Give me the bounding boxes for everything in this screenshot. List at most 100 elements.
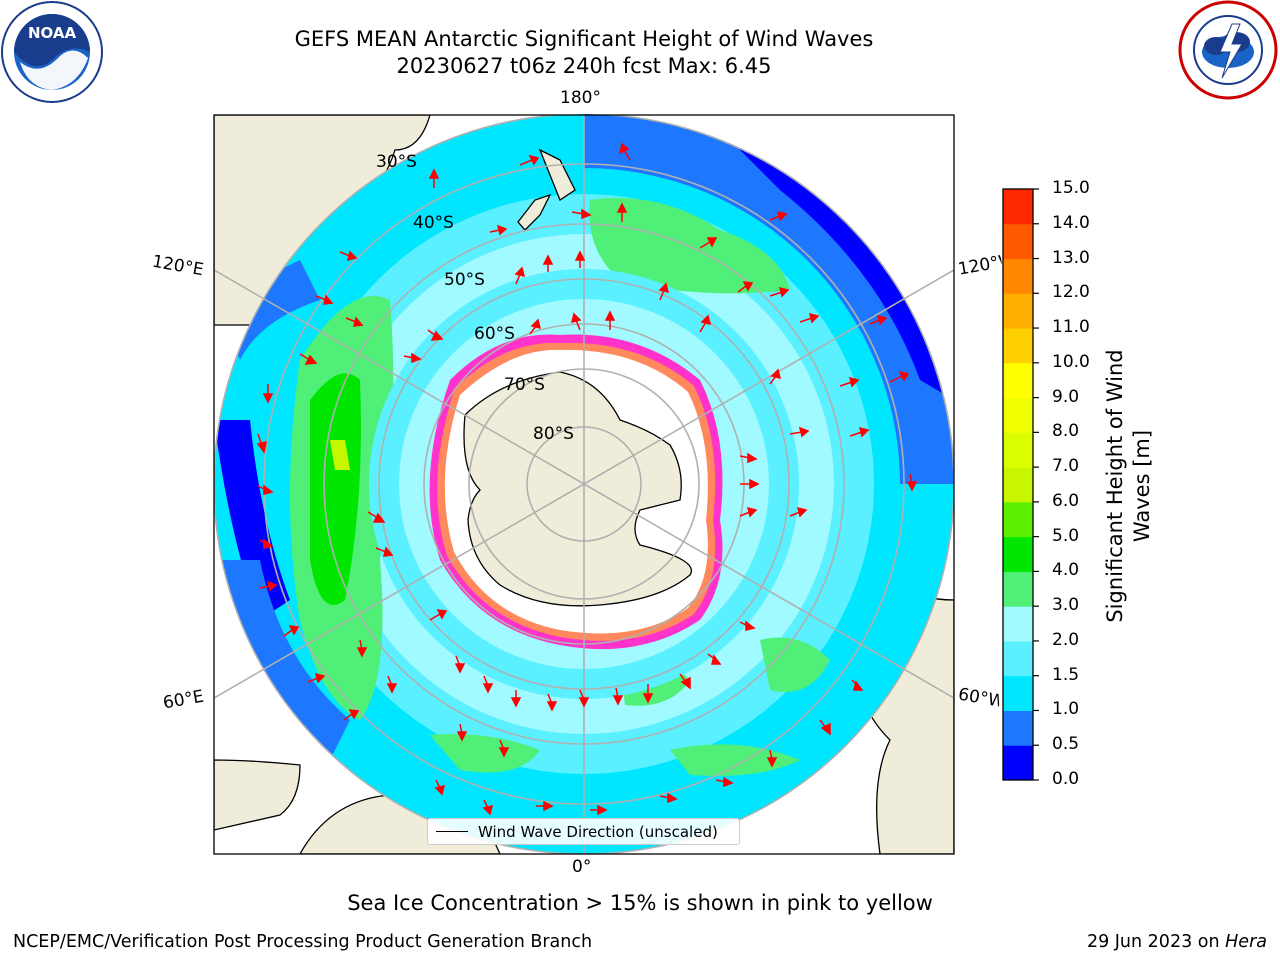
wave-arrow xyxy=(429,609,448,621)
wave-arrow xyxy=(519,154,540,166)
colorbar-tick-label: 9.0 xyxy=(1052,386,1080,407)
colorbar-tick-label: 6.0 xyxy=(1052,490,1080,511)
colorbar-segment xyxy=(1003,258,1033,294)
wave-arrow xyxy=(456,723,468,742)
colorbar-tick-label: 12.0 xyxy=(1052,282,1090,303)
colorbar-title: Significant Height of Wind Waves [m] xyxy=(1103,349,1154,623)
wave-arrow xyxy=(259,538,274,549)
wave-arrow xyxy=(574,250,586,268)
wave-arrow xyxy=(679,673,691,690)
colorbar-tick-label: 14.0 xyxy=(1052,212,1090,233)
lat-label-60s: 60°S xyxy=(474,324,515,344)
noaa-logo-text: NOAA xyxy=(28,24,77,42)
wave-arrow xyxy=(739,506,758,518)
colorbar-tick-label: 3.0 xyxy=(1052,595,1080,616)
colorbar-segment xyxy=(1003,675,1033,711)
colorbar-segment xyxy=(1003,536,1033,572)
colorbar-tick-label: 8.0 xyxy=(1052,421,1080,442)
wave-arrow xyxy=(740,478,760,490)
lat-label-30s: 30°S xyxy=(376,152,417,172)
wave-arrow xyxy=(514,266,526,285)
wave-arrow xyxy=(256,433,267,454)
wave-arrow xyxy=(571,208,592,220)
wave-arrow xyxy=(739,620,756,631)
wave-arrow xyxy=(375,546,394,557)
wave-arrow xyxy=(257,484,274,495)
wave-arrow xyxy=(851,679,864,691)
wave-arrow xyxy=(618,142,631,161)
wave-arrow xyxy=(307,672,326,684)
colorbar-segment xyxy=(1003,640,1033,677)
wave-arrow xyxy=(699,237,718,249)
wave-arrow xyxy=(570,312,582,331)
wave-arrow xyxy=(839,376,860,388)
wave-arrow xyxy=(739,452,758,464)
wave-arrow xyxy=(889,370,910,383)
wave-arrow xyxy=(737,281,754,293)
wave-arrow xyxy=(789,426,810,438)
footer-machine: Hera xyxy=(1225,932,1267,952)
wave-arrow xyxy=(386,675,398,694)
wave-arrow xyxy=(769,210,788,222)
wind-wave-arrows xyxy=(256,142,918,816)
wave-arrow xyxy=(612,687,624,706)
wave-arrow xyxy=(428,168,440,188)
colorbar-tick-label: 7.0 xyxy=(1052,456,1080,477)
wave-arrow xyxy=(536,800,554,812)
legend-label: Wind Wave Direction (unscaled) xyxy=(478,823,718,841)
wave-arrow xyxy=(356,639,368,658)
wave-arrow xyxy=(546,693,558,712)
wave-arrow xyxy=(510,690,522,708)
map-title: GEFS MEAN Antarctic Significant Height o… xyxy=(294,27,874,51)
lat-label-80s: 80°S xyxy=(533,424,574,444)
colorbar-segment xyxy=(1003,223,1033,260)
colorbar-tick-label: 11.0 xyxy=(1052,317,1090,338)
wave-arrow xyxy=(906,473,918,492)
footer-date: 29 Jun 2023 on Hera xyxy=(1087,932,1267,952)
colorbar-segment xyxy=(1003,606,1033,642)
wave-arrow xyxy=(769,368,782,385)
wave-arrow xyxy=(367,511,386,523)
lat-label-40s: 40°S xyxy=(413,213,454,233)
colorbar-segment xyxy=(1003,501,1033,538)
colorbar-tick-label: 1.5 xyxy=(1052,664,1080,685)
wave-arrow xyxy=(769,286,790,298)
wave-arrow xyxy=(283,625,300,637)
colorbar-segment xyxy=(1003,328,1033,364)
map-legend: Wind Wave Direction (unscaled) xyxy=(427,818,740,845)
wave-arrow xyxy=(529,318,542,335)
legend-line-swatch xyxy=(436,831,468,832)
wave-arrow xyxy=(482,799,494,816)
wave-arrow xyxy=(343,709,360,721)
lat-label-50s: 50°S xyxy=(444,270,485,290)
colorbar-segment xyxy=(1003,432,1033,468)
lon-label-0: 0° xyxy=(572,857,592,877)
wave-arrow xyxy=(819,719,831,736)
antarctica-land xyxy=(463,371,693,607)
wave-arrow xyxy=(259,580,278,592)
new-zealand-land xyxy=(517,148,576,231)
wave-arrow xyxy=(498,739,510,758)
colorbar-segment xyxy=(1003,189,1033,225)
wave-arrow xyxy=(315,294,334,305)
colorbar xyxy=(1002,188,1039,781)
wave-arrow xyxy=(262,384,274,404)
wave-arrow xyxy=(345,316,364,327)
colorbar-segment xyxy=(1003,362,1033,399)
wave-arrow xyxy=(339,250,358,262)
wave-arrow xyxy=(766,749,778,768)
wave-arrow xyxy=(658,282,670,301)
colorbar-segment xyxy=(1003,710,1033,746)
wave-arrow xyxy=(434,779,446,796)
wave-arrow xyxy=(427,329,444,341)
colorbar-tick-label: 1.0 xyxy=(1052,699,1080,720)
wave-arrow xyxy=(715,776,734,788)
wave-arrow xyxy=(604,310,616,330)
wave-arrow xyxy=(299,353,318,365)
wave-arrow xyxy=(454,655,466,674)
footer-credit: NCEP/EMC/Verification Post Processing Pr… xyxy=(13,932,593,952)
colorbar-tick-label: 13.0 xyxy=(1052,247,1090,268)
wave-arrow xyxy=(578,689,590,708)
colorbar-tick-label: 0.0 xyxy=(1052,769,1080,789)
